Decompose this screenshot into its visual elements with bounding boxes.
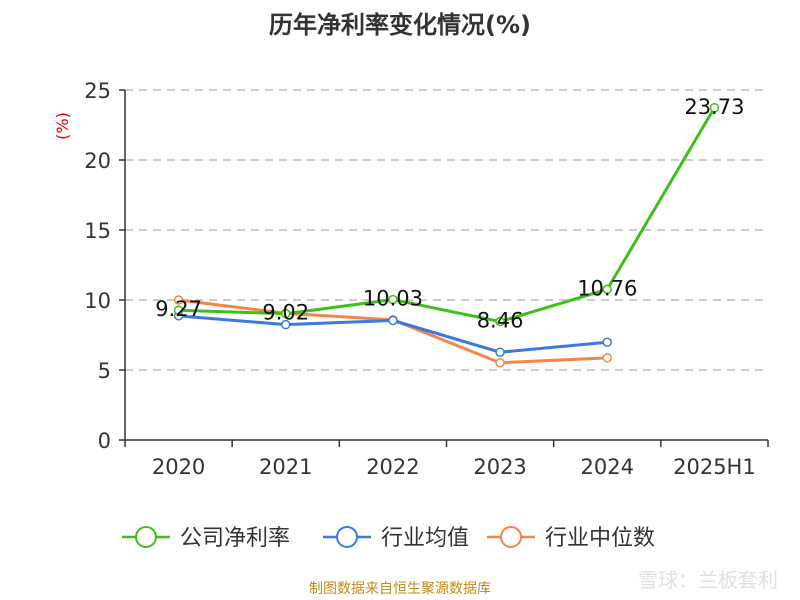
y-tick-label: 15 [84, 219, 111, 243]
data-label: 10.03 [363, 287, 423, 311]
data-label: 9.02 [262, 301, 309, 325]
x-tick-label: 2023 [473, 455, 526, 479]
data-label: 9.27 [155, 297, 202, 321]
x-tick-label: 2020 [152, 455, 205, 479]
legend-label: 行业中位数 [545, 526, 655, 551]
chart-title: 历年净利率变化情况(%) [269, 11, 531, 39]
data-point [602, 353, 612, 363]
x-tick-label: 2022 [366, 455, 419, 479]
data-point [173, 295, 184, 305]
data-label: 8.46 [477, 309, 524, 333]
data-point [388, 315, 398, 326]
data-point [602, 284, 612, 295]
watermark: 雪球：兰板套利 [638, 568, 778, 592]
x-tick-label: 2021 [259, 455, 312, 479]
data-point [602, 337, 612, 348]
legend-marker [135, 526, 157, 548]
y-tick-label: 0 [98, 429, 111, 453]
legend-marker [336, 526, 358, 548]
data-label: 23.73 [684, 95, 744, 119]
y-tick-label: 5 [98, 359, 111, 383]
data-point [281, 308, 291, 319]
y-tick-label: 10 [84, 289, 111, 313]
legend-marker [500, 526, 522, 548]
data-label: 10.76 [577, 276, 637, 300]
source-footer: 制图数据来自恒生聚源数据库 [309, 581, 491, 597]
legend-label: 公司净利率 [180, 526, 290, 551]
data-point [495, 357, 505, 368]
data-point [173, 305, 184, 315]
data-point [495, 347, 505, 357]
legend-label: 行业均值 [381, 526, 469, 551]
data-point [281, 319, 291, 330]
data-point [495, 316, 505, 327]
data-point [388, 294, 398, 305]
x-tick-label: 2025H1 [673, 455, 756, 479]
series-line [178, 107, 716, 324]
y-tick-label: 25 [84, 79, 111, 103]
y-axis-label: (%) [53, 112, 72, 140]
y-tick-label: 20 [84, 149, 111, 173]
data-point [709, 103, 720, 113]
x-tick-label: 2024 [581, 455, 634, 479]
